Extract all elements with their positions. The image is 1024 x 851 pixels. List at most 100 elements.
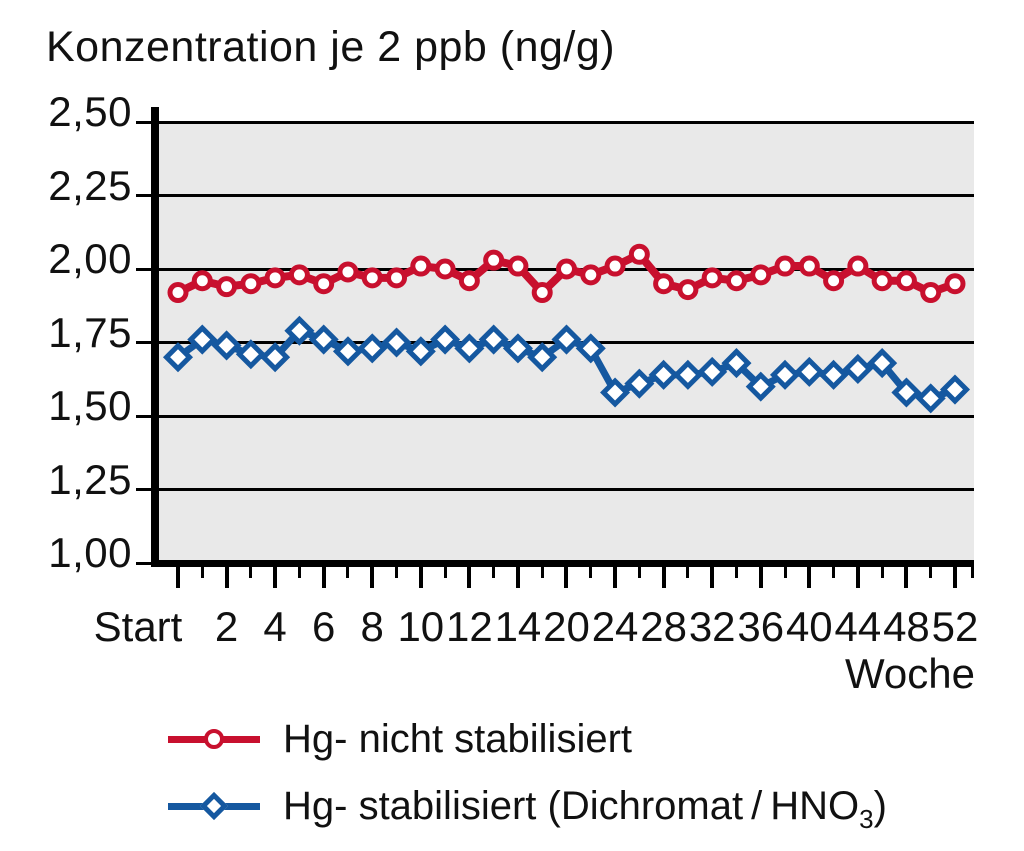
x-axis-label: 14: [494, 603, 542, 650]
data-point-hg-stabilisiert: [332, 336, 364, 367]
data-point-hg-stabilisiert: [162, 342, 194, 373]
data-point-hg-nicht-stabilisiert: [871, 270, 893, 292]
x-axis-tick: [224, 567, 229, 588]
x-axis-label: 36: [737, 603, 785, 650]
x-axis-tick: [589, 567, 593, 578]
data-point-hg-nicht-stabilisiert: [847, 255, 869, 277]
data-point-hg-stabilisiert: [357, 333, 388, 364]
data-point-hg-nicht-stabilisiert: [240, 273, 262, 295]
gridline: [151, 120, 974, 124]
x-axis-label: 8: [360, 603, 384, 650]
data-point-hg-nicht-stabilisiert: [725, 270, 747, 292]
data-point-hg-nicht-stabilisiert: [507, 255, 529, 277]
data-point-hg-stabilisiert: [939, 374, 971, 405]
data-point-hg-nicht-stabilisiert: [313, 273, 335, 295]
data-point-hg-nicht-stabilisiert: [410, 255, 432, 277]
x-axis-tick: [540, 567, 544, 578]
x-axis-line: [151, 560, 974, 567]
data-point-hg-stabilisiert: [551, 324, 582, 355]
data-point-hg-nicht-stabilisiert: [361, 267, 383, 289]
data-point-hg-nicht-stabilisiert: [604, 255, 626, 277]
x-axis-label: 44: [834, 603, 882, 650]
x-axis-tick: [370, 567, 375, 588]
data-point-hg-stabilisiert: [575, 333, 606, 364]
data-point-hg-nicht-stabilisiert: [458, 270, 480, 292]
data-point-hg-nicht-stabilisiert: [483, 249, 505, 271]
data-point-hg-stabilisiert: [867, 348, 898, 379]
data-point-hg-stabilisiert: [260, 342, 291, 373]
data-point-hg-stabilisiert: [502, 333, 533, 364]
data-point-hg-nicht-stabilisiert: [701, 267, 723, 289]
x-axis-tick: [249, 567, 253, 578]
x-axis-tick: [971, 567, 974, 578]
y-axis-tick: [136, 561, 152, 565]
data-point-hg-stabilisiert: [891, 377, 922, 408]
data-point-hg-stabilisiert: [308, 324, 339, 355]
gridline: [151, 488, 974, 491]
data-point-hg-stabilisiert: [745, 371, 776, 402]
gridline: [151, 194, 974, 197]
x-axis-label: 6: [311, 603, 336, 650]
x-axis-tick: [200, 567, 204, 578]
data-point-hg-stabilisiert: [381, 327, 412, 358]
x-axis-tick: [710, 567, 715, 588]
gridline: [151, 414, 974, 418]
x-axis-tick: [637, 567, 641, 578]
legend-label-unstabilized: Hg- nicht stabilisiert: [283, 717, 633, 761]
data-point-hg-stabilisiert: [235, 339, 266, 370]
x-axis-label: 20: [543, 603, 590, 650]
x-axis-tick: [443, 567, 447, 578]
x-axis-tick: [395, 567, 399, 578]
x-axis-tick: [758, 567, 763, 588]
x-axis-unit-label: Woche: [845, 650, 975, 697]
data-point-hg-nicht-stabilisiert: [434, 258, 456, 280]
data-point-hg-nicht-stabilisiert: [167, 282, 189, 304]
y-axis-tick: [136, 414, 152, 418]
data-point-hg-nicht-stabilisiert: [750, 264, 772, 286]
data-point-hg-nicht-stabilisiert: [216, 276, 238, 298]
data-point-hg-stabilisiert: [769, 359, 801, 390]
x-axis-label: Start: [93, 603, 183, 650]
legend-circle-marker-icon: [204, 729, 224, 749]
data-point-hg-nicht-stabilisiert: [555, 258, 577, 280]
x-axis-label: 52: [931, 603, 979, 650]
data-point-hg-nicht-stabilisiert: [386, 267, 408, 289]
y-axis-label: 1,00: [48, 529, 132, 576]
legend-label-stabilized: Hg- stabilisiert (Dichromat / HNO3): [283, 784, 887, 834]
x-axis-tick: [807, 567, 812, 588]
x-axis-tick: [661, 567, 666, 588]
x-axis-label: 48: [883, 603, 930, 650]
data-point-hg-nicht-stabilisiert: [920, 282, 942, 304]
data-point-hg-nicht-stabilisiert: [774, 255, 796, 277]
x-axis-tick: [467, 567, 472, 588]
data-point-hg-nicht-stabilisiert: [531, 282, 553, 304]
x-axis-tick: [734, 567, 738, 578]
y-axis-label: 2,50: [48, 88, 132, 135]
data-point-hg-nicht-stabilisiert: [944, 273, 966, 295]
data-point-hg-nicht-stabilisiert: [288, 264, 310, 286]
x-axis-tick: [952, 567, 957, 588]
data-point-hg-stabilisiert: [600, 377, 631, 408]
data-point-hg-stabilisiert: [187, 324, 218, 355]
data-point-hg-stabilisiert: [405, 336, 436, 367]
x-axis-tick: [321, 567, 326, 588]
data-point-hg-stabilisiert: [527, 342, 558, 373]
data-point-hg-nicht-stabilisiert: [895, 270, 917, 292]
y-axis-tick: [136, 488, 152, 491]
x-axis-label: 4: [263, 603, 287, 650]
x-axis-tick: [929, 567, 933, 578]
data-point-hg-nicht-stabilisiert: [264, 267, 286, 289]
x-axis-label: 2: [214, 603, 239, 650]
y-axis-label: 1,25: [48, 455, 132, 503]
data-point-hg-stabilisiert: [697, 356, 728, 387]
data-point-hg-nicht-stabilisiert: [653, 273, 675, 295]
x-axis-tick: [515, 567, 520, 588]
y-axis-tick: [136, 267, 152, 271]
data-point-hg-stabilisiert: [478, 324, 509, 355]
y-axis-label: 1,75: [48, 308, 132, 356]
x-axis-tick: [564, 567, 569, 588]
x-axis-tick: [176, 567, 180, 588]
x-axis-tick: [418, 567, 423, 588]
